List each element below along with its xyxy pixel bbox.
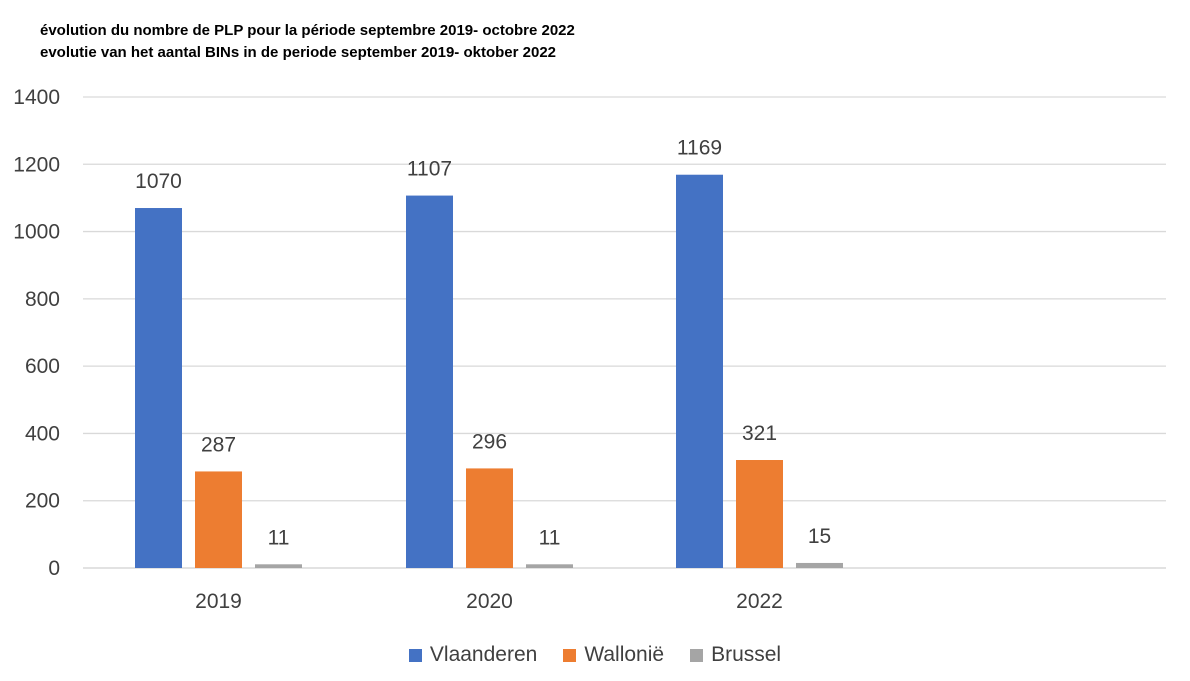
data-labels: 1070 287 11 1107 296 11 1169 321 15 (135, 137, 831, 550)
legend-item: Brussel (690, 643, 781, 667)
data-label: 287 (201, 433, 236, 456)
legend-swatch (690, 648, 704, 662)
y-tick-label: 800 (25, 288, 60, 311)
bar-vlaanderen-2019 (135, 208, 182, 568)
y-tick-label: 1400 (13, 86, 60, 109)
y-tick-label: 600 (25, 355, 60, 378)
y-tick-label: 1000 (13, 221, 60, 244)
legend-label: Vlaanderen (429, 643, 538, 666)
y-axis-ticks: 0 200 400 600 800 1000 1200 1400 (13, 86, 60, 580)
data-label: 1107 (407, 158, 452, 181)
bars (135, 174, 843, 568)
bar-brussel-2022 (796, 562, 843, 568)
data-label: 15 (808, 525, 831, 548)
data-label: 1169 (677, 137, 722, 160)
x-tick-label: 2022 (736, 590, 783, 613)
data-label: 11 (539, 526, 561, 549)
y-tick-label: 1200 (13, 153, 60, 176)
y-tick-label: 400 (25, 422, 60, 445)
legend-item: Vlaanderen (408, 643, 538, 667)
y-tick-label: 200 (25, 490, 60, 513)
x-tick-label: 2019 (195, 590, 242, 613)
legend: Vlaanderen Wallonië Brussel (0, 643, 1190, 667)
data-label: 321 (742, 422, 777, 445)
data-label: 1070 (135, 170, 182, 193)
chart-title-block: évolution du nombre de PLP pour la pério… (40, 20, 575, 64)
legend-item: Wallonië (563, 643, 664, 667)
data-label: 11 (268, 526, 290, 549)
legend-swatch (563, 648, 577, 662)
bar-vlaanderen-2020 (406, 195, 453, 568)
bar-vlaanderen-2022 (676, 174, 723, 568)
gridlines (83, 96, 1166, 569)
x-axis-ticks: 2019 2020 2022 (195, 590, 783, 613)
legend-swatch (408, 648, 422, 662)
chart-title: évolution du nombre de PLP pour la pério… (40, 22, 575, 39)
bar-walloni--2019 (195, 471, 242, 568)
x-tick-label: 2020 (466, 590, 513, 613)
y-tick-label: 0 (48, 557, 60, 580)
bar-walloni--2022 (736, 460, 783, 568)
bar-walloni--2020 (466, 468, 513, 568)
legend-label: Wallonië (584, 643, 665, 666)
bar-brussel-2020 (526, 564, 573, 568)
legend-label: Brussel (711, 643, 782, 666)
bar-brussel-2019 (255, 564, 302, 568)
chart-subtitle: evolutie van het aantal BINs in de perio… (40, 44, 557, 61)
data-label: 296 (472, 430, 507, 453)
